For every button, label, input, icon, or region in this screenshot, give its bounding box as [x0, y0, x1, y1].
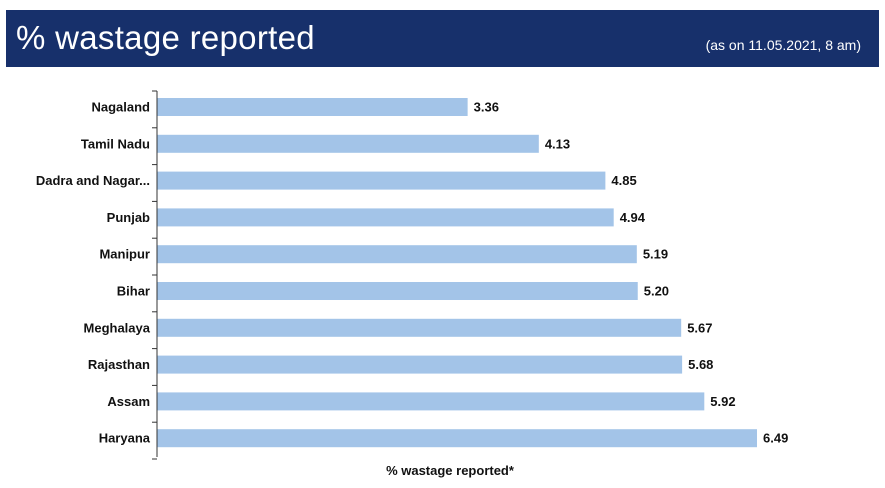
category-label: Punjab: [107, 210, 150, 225]
bar: [157, 134, 539, 153]
bar: [157, 392, 705, 411]
category-label: Rajasthan: [88, 357, 150, 372]
bar: [157, 208, 614, 227]
header-banner: % wastage reported (as on 11.05.2021, 8 …: [6, 10, 879, 67]
data-label: 5.92: [710, 394, 735, 409]
bar: [157, 429, 757, 448]
data-label: 5.67: [687, 320, 712, 335]
data-label: 5.20: [644, 284, 669, 299]
data-label: 3.36: [474, 100, 499, 115]
category-label: Manipur: [99, 247, 150, 262]
x-axis-title: % wastage reported*: [386, 463, 515, 478]
category-label: Haryana: [99, 431, 151, 446]
category-label: Tamil Nadu: [81, 136, 150, 151]
data-label: 5.68: [688, 357, 713, 372]
category-label: Meghalaya: [84, 320, 151, 335]
bar: [157, 355, 683, 374]
data-label: 4.85: [611, 173, 636, 188]
category-label: Nagaland: [91, 100, 150, 115]
category-label: Dadra and Nagar...: [36, 173, 150, 188]
page-title: % wastage reported: [16, 19, 315, 56]
data-label: 4.13: [545, 136, 570, 151]
bar: [157, 98, 468, 116]
data-label: 4.94: [620, 210, 646, 225]
bar: [157, 282, 638, 300]
category-label: Bihar: [117, 284, 150, 299]
data-label: 6.49: [763, 431, 788, 446]
as-of-date: (as on 11.05.2021, 8 am): [705, 37, 861, 53]
category-label: Assam: [107, 394, 150, 409]
bar: [157, 245, 637, 264]
bar: [157, 318, 682, 337]
data-label: 5.19: [643, 247, 668, 262]
bar: [157, 171, 606, 190]
